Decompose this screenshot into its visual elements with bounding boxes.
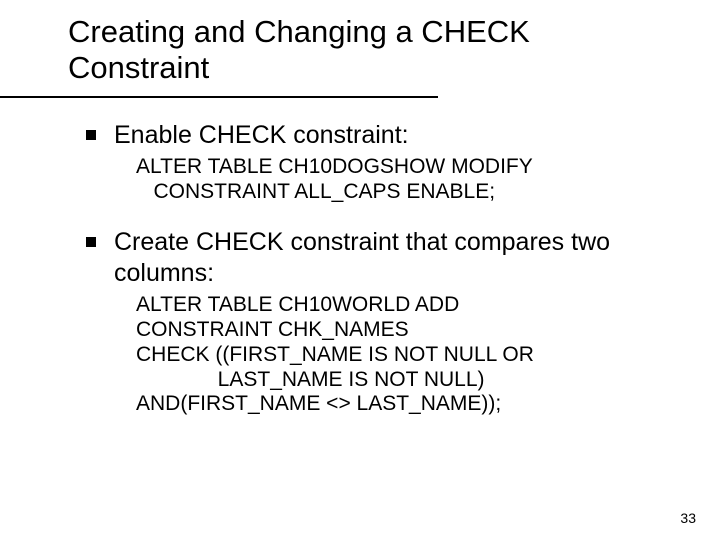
- square-bullet-icon: [86, 237, 96, 247]
- bullet-text: Enable CHECK constraint:: [114, 120, 409, 151]
- square-bullet-icon: [86, 130, 96, 140]
- code-block: ALTER TABLE CH10DOGSHOW MODIFY CONSTRAIN…: [136, 155, 686, 205]
- slide-title: Creating and Changing a CHECK Constraint: [68, 14, 668, 85]
- bullet-item: Enable CHECK constraint:: [86, 120, 686, 151]
- title-underline: [0, 96, 438, 98]
- slide: Creating and Changing a CHECK Constraint…: [0, 0, 720, 540]
- slide-body: Enable CHECK constraint: ALTER TABLE CH1…: [86, 120, 686, 439]
- bullet-item: Create CHECK constraint that compares tw…: [86, 227, 686, 290]
- bullet-text: Create CHECK constraint that compares tw…: [114, 227, 686, 290]
- page-number: 33: [680, 510, 696, 526]
- code-block: ALTER TABLE CH10WORLD ADD CONSTRAINT CHK…: [136, 293, 686, 417]
